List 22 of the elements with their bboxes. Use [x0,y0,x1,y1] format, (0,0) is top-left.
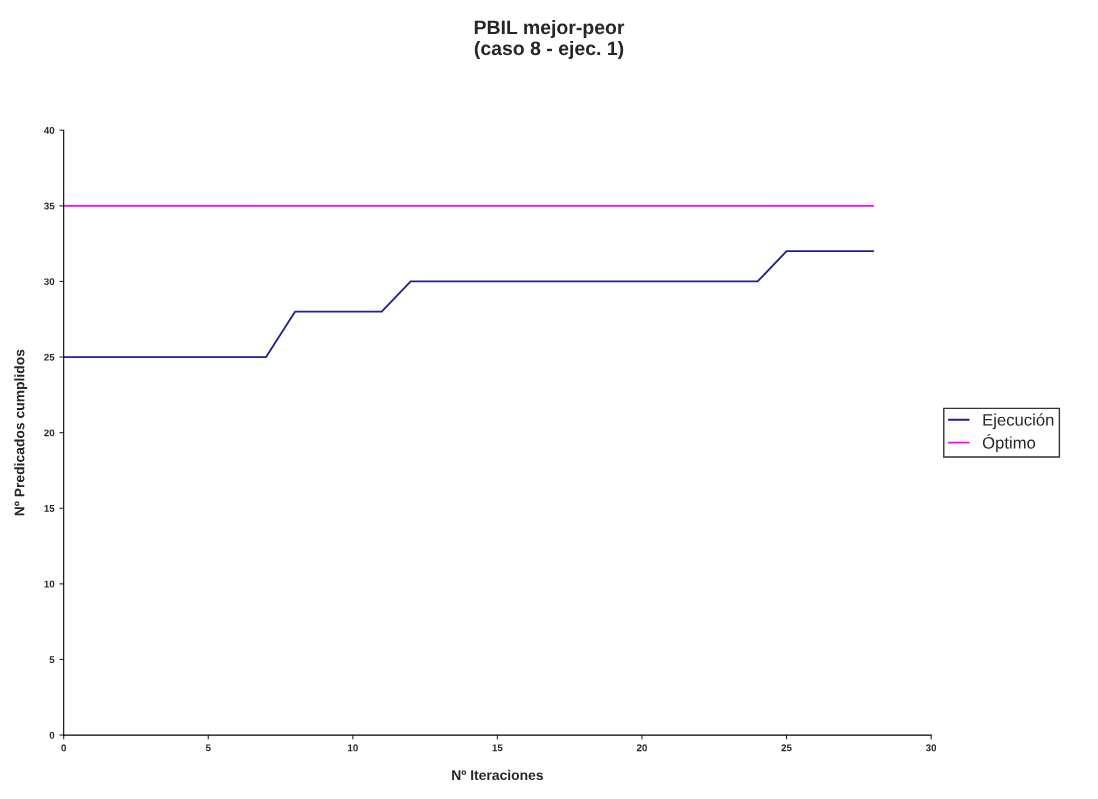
x-axis-title: Nº Iteraciones [452,769,543,781]
legend-label: Ejecución [983,413,1054,430]
legend-label: Óptimo [982,434,1036,452]
x-tick-label: 5 [205,744,211,752]
y-tick-label: 25 [44,353,55,361]
y-tick-label: 35 [44,202,55,210]
x-tick-label: 20 [636,744,647,752]
chart-title: PBIL mejor-peor (caso 8 - ejec. 1) [474,19,625,60]
y-tick-label: 40 [43,126,55,134]
x-tick-label: 25 [781,744,792,752]
line-series [63,250,875,358]
y-tick-label: 0 [49,731,55,739]
y-tick-label: 30 [44,278,55,286]
x-tick-label: 10 [348,744,358,752]
y-tick-label: 15 [44,505,55,512]
y-tick-label: 10 [44,580,55,588]
y-tick-label: 5 [49,656,55,664]
y-tick-label: 20 [44,429,55,437]
x-tick-label: 0 [61,744,66,752]
x-tick-label: 30 [925,744,937,752]
y-axis-title: Nº Predicados cumplidos [14,349,28,516]
x-tick-label: 15 [492,744,503,752]
